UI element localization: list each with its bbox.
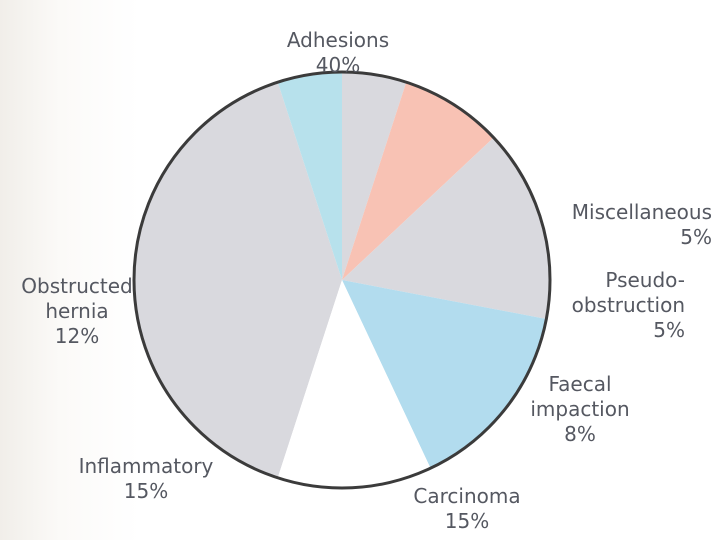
label-obstructed-hernia-name-2: hernia (45, 299, 109, 323)
label-inflammatory-name: Inflammatory (78, 454, 214, 478)
pie-slice-obstructed-hernia (277, 280, 431, 488)
pie-slice-pseudo-obstruction (342, 72, 407, 280)
label-inflammatory: Inflammatory 15% (64, 454, 228, 504)
label-miscellaneous: Miscellaneous 5% (540, 200, 712, 250)
label-obstructed-hernia-name-1: Obstructed (21, 274, 133, 298)
label-carcinoma-name: Carcinoma (413, 484, 521, 508)
label-adhesions-name: Adhesions (286, 28, 390, 52)
label-adhesions-pct: 40% (315, 53, 361, 77)
label-faecal-impaction-name-2: impaction (530, 397, 630, 421)
pie-slice-adhesions (133, 82, 342, 478)
pie-outline (132, 70, 552, 490)
label-pseudo-obstruction-name-2: obstruction (571, 293, 685, 317)
label-faecal-impaction-pct: 8% (564, 422, 596, 446)
label-pseudo-obstruction-name-1: Pseudo- (605, 268, 685, 292)
label-adhesions: Adhesions 40% (258, 28, 418, 78)
label-inflammatory-pct: 15% (123, 479, 169, 503)
label-miscellaneous-name: Miscellaneous (571, 200, 712, 224)
label-pseudo-obstruction-pct: 5% (653, 318, 685, 342)
label-obstructed-hernia: Obstructed hernia 12% (2, 274, 152, 349)
label-faecal-impaction-name-1: Faecal (548, 372, 612, 396)
label-carcinoma: Carcinoma 15% (392, 484, 542, 534)
pie-slice-inflammatory (342, 280, 547, 469)
pie-slice-faecal-impaction (342, 82, 494, 281)
label-miscellaneous-pct: 5% (680, 225, 712, 249)
pie-slice-miscellaneous (277, 72, 342, 280)
label-pseudo-obstruction: Pseudo- obstruction 5% (545, 268, 685, 343)
pie-slice-carcinoma (342, 137, 551, 319)
label-carcinoma-pct: 15% (444, 509, 490, 533)
label-obstructed-hernia-pct: 12% (54, 324, 100, 348)
label-faecal-impaction: Faecal impaction 8% (510, 372, 650, 447)
